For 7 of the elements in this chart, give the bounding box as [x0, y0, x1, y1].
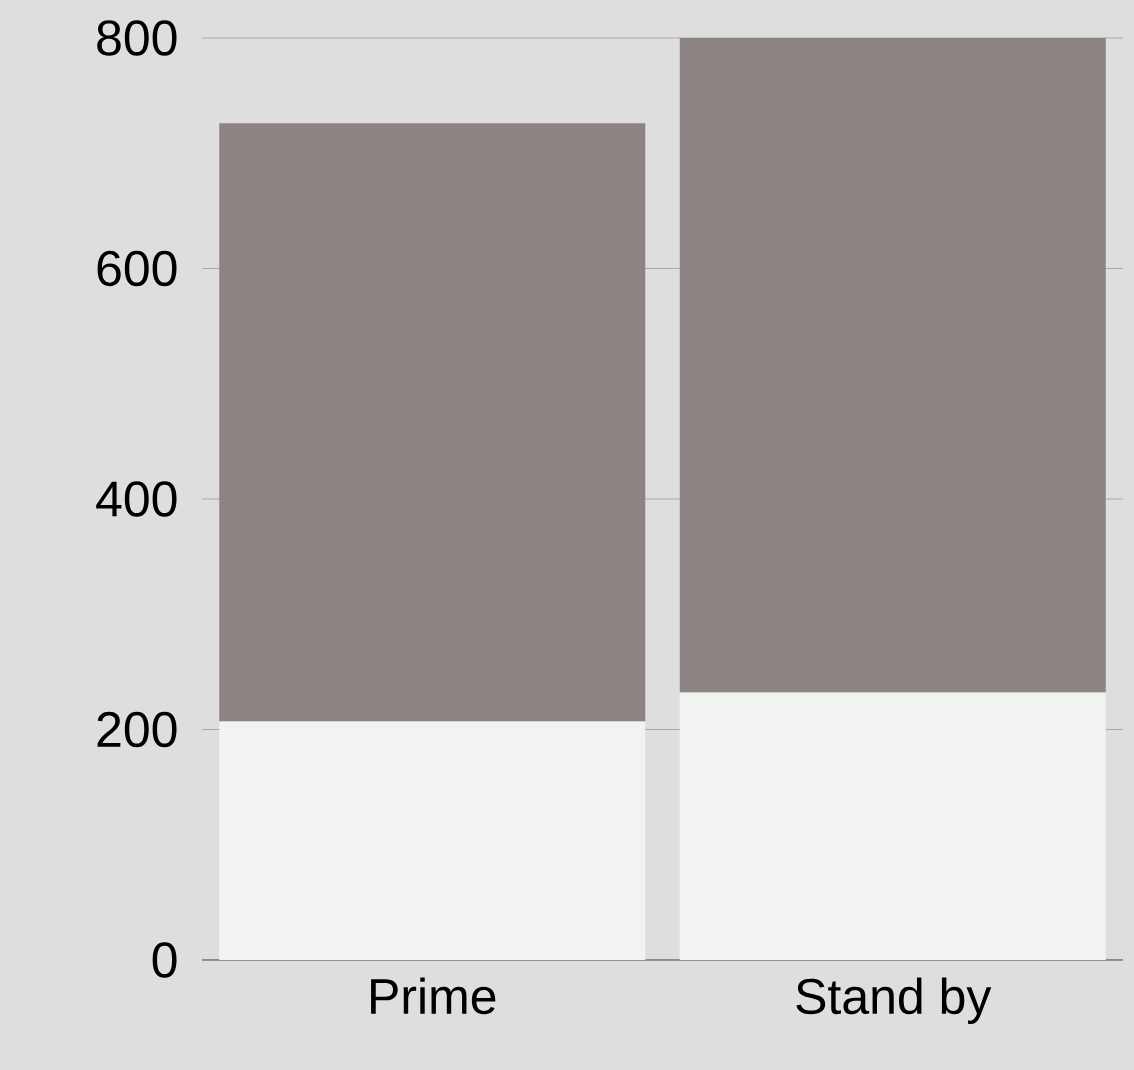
- x-tick-label: Prime: [371, 977, 496, 1015]
- y-tick-label: 600: [97, 250, 177, 287]
- y-tick-label: 800: [97, 20, 177, 56]
- y-tick-label: 200: [97, 711, 177, 748]
- x-tick-label: Stand by: [796, 977, 992, 1025]
- y-tick-label: 0: [152, 942, 177, 978]
- y-tick-label: 400: [96, 481, 177, 517]
